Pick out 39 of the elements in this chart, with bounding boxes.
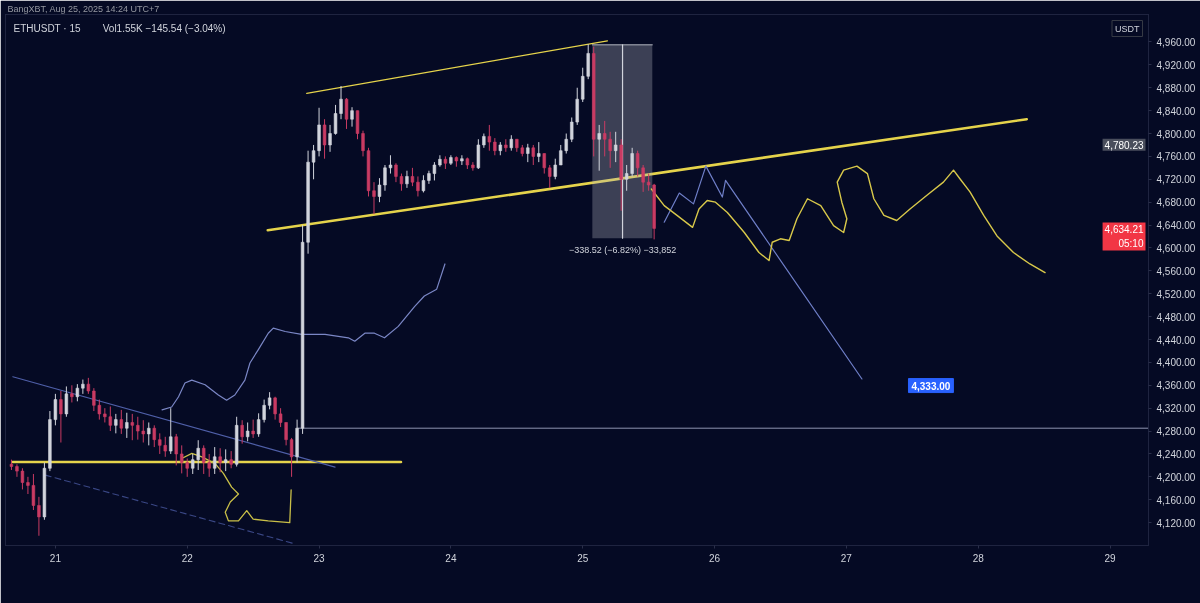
- y-tick-label: 4,360.00: [1156, 380, 1196, 392]
- y-axis-title: USDT: [1115, 23, 1140, 34]
- x-tick-label: 23: [313, 552, 326, 564]
- y-tick-label: 4,640.00: [1156, 220, 1196, 232]
- x-tick-label: 29: [1104, 552, 1117, 564]
- annotation: 4,780.23: [1104, 139, 1144, 151]
- annotation: 4,634.21 05:10: [1104, 224, 1144, 249]
- x-tick-label: 28: [972, 552, 985, 564]
- y-tick-label: 4,840.00: [1156, 105, 1196, 117]
- y-tick-label: 4,400.00: [1156, 357, 1196, 369]
- x-tick-label: 22: [181, 552, 194, 564]
- x-tick-label: 25: [577, 552, 589, 564]
- text: ETHUSDT · 15: [13, 22, 81, 34]
- annotation: −338.52 (−6.82%) −33,852: [568, 245, 677, 256]
- y-tick-label: 4,960.00: [1156, 36, 1196, 48]
- y-tick-label: 4,120.00: [1156, 517, 1196, 529]
- y-tick-label: 4,200.00: [1156, 471, 1196, 483]
- x-tick-label: 24: [445, 552, 457, 564]
- y-tick-label: 4,160.00: [1156, 494, 1196, 506]
- annotation: 4,333.00: [911, 380, 951, 392]
- y-tick-label: 4,680.00: [1156, 197, 1196, 209]
- y-tick-label: 4,280.00: [1156, 426, 1196, 438]
- text: BangXBT, Aug 25, 2025 14:24 UTC+7: [7, 3, 160, 14]
- y-tick-label: 4,520.00: [1156, 288, 1196, 300]
- y-tick-label: 4,920.00: [1156, 59, 1196, 71]
- x-tick-label: 26: [708, 552, 721, 564]
- text: Vol1.55K −145.54 (−3.04%): [102, 22, 226, 34]
- y-tick-label: 4,480.00: [1156, 311, 1196, 323]
- x-tick-label: 21: [49, 552, 62, 564]
- y-tick-label: 4,720.00: [1156, 174, 1196, 186]
- x-tick-label: 27: [840, 552, 853, 564]
- y-tick-label: 4,440.00: [1156, 334, 1196, 346]
- y-tick-label: 4,240.00: [1156, 448, 1196, 460]
- y-tick-label: 4,600.00: [1156, 242, 1196, 254]
- y-tick-label: 4,800.00: [1156, 128, 1196, 140]
- y-tick-label: 4,320.00: [1156, 403, 1196, 415]
- y-tick-label: 4,560.00: [1156, 265, 1196, 277]
- y-tick-label: 4,880.00: [1156, 82, 1196, 94]
- y-tick-label: 4,760.00: [1156, 151, 1196, 163]
